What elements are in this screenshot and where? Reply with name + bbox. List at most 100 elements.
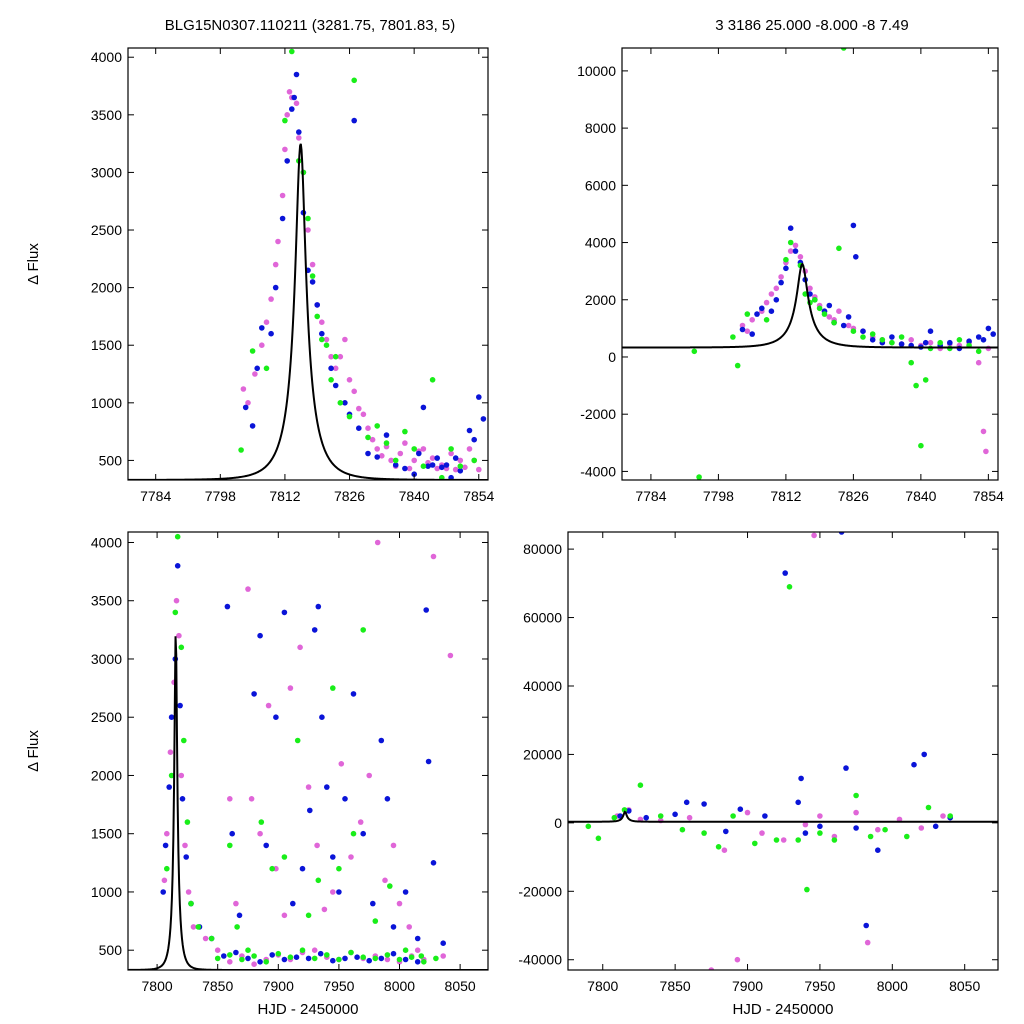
data-point	[208, 935, 215, 942]
data-point	[251, 691, 257, 697]
data-point	[730, 813, 736, 819]
x-tick-label: 7800	[587, 978, 618, 994]
data-point	[258, 819, 265, 825]
model-curve	[128, 143, 488, 480]
plot-area	[568, 532, 998, 970]
data-point	[918, 442, 924, 449]
x-tick-label: 7900	[263, 978, 294, 994]
data-point	[773, 297, 780, 303]
y-tick-label: 3500	[91, 107, 122, 123]
data-point	[384, 952, 391, 958]
data-point	[263, 842, 270, 849]
data-point	[462, 464, 468, 471]
data-point	[164, 830, 170, 837]
x-tick-label: 7850	[202, 978, 233, 994]
data-point	[922, 339, 929, 346]
data-point	[440, 953, 447, 959]
data-point	[439, 474, 445, 480]
data-point	[783, 265, 789, 272]
x-tick-label: 8050	[949, 978, 980, 994]
data-point	[314, 313, 321, 320]
data-point	[778, 279, 784, 286]
data-point	[448, 450, 454, 457]
y-tick-label: 3000	[91, 164, 122, 180]
data-point	[323, 336, 330, 343]
data-point	[425, 758, 432, 765]
data-point	[683, 799, 690, 806]
data-point	[234, 924, 240, 930]
data-point	[708, 967, 715, 970]
data-point	[185, 889, 192, 895]
x-tick-label: 7784	[635, 488, 666, 504]
x-tick-label: 7854	[973, 488, 1004, 504]
data-point	[411, 446, 418, 452]
data-point	[202, 935, 209, 942]
data-point	[864, 939, 871, 946]
x-tick-label: 7826	[334, 488, 365, 504]
data-point	[621, 807, 628, 813]
data-point	[378, 737, 385, 744]
data-point	[637, 782, 644, 788]
data-point	[178, 644, 185, 651]
data-point	[836, 308, 842, 315]
data-point	[744, 311, 751, 317]
data-point	[184, 819, 191, 825]
panel-top-left: 7784 7798 7812 7826 7840 7854 500 1000 1500 2000 2…	[25, 47, 495, 504]
y-tick-label: 2500	[91, 222, 122, 238]
data-point	[448, 474, 454, 480]
data-point	[236, 912, 243, 919]
data-point	[319, 336, 325, 343]
data-point	[850, 222, 857, 229]
model-curve	[128, 636, 488, 970]
data-point	[457, 468, 464, 474]
data-point	[691, 348, 698, 355]
data-point	[360, 954, 367, 960]
data-point	[739, 326, 746, 333]
data-point	[164, 865, 170, 872]
data-point	[221, 953, 227, 959]
data-point	[360, 411, 367, 418]
data-point	[821, 311, 828, 317]
data-point	[889, 334, 895, 340]
data-point	[360, 627, 367, 633]
data-point	[281, 854, 288, 860]
data-point	[249, 423, 256, 429]
data-point	[177, 702, 183, 709]
data-point	[420, 463, 427, 470]
x-tick-label: 7812	[770, 488, 801, 504]
y-tick-label: 1500	[91, 826, 122, 842]
data-point	[817, 813, 823, 819]
data-point	[388, 457, 394, 464]
data-point	[168, 714, 175, 720]
data-point	[251, 953, 257, 959]
series-2	[617, 532, 953, 929]
data-point	[240, 386, 247, 392]
data-point	[457, 463, 464, 470]
data-point	[390, 842, 397, 849]
data-point	[238, 447, 244, 453]
data-point	[392, 457, 399, 464]
data-point	[433, 955, 439, 962]
data-point	[434, 465, 441, 472]
data-point	[263, 365, 270, 372]
data-point	[480, 416, 487, 422]
y-tick-label: 8000	[585, 120, 616, 136]
data-point	[975, 348, 982, 355]
header-fit-parameters: 3 3186 25.000 -8.000 -8 7.49	[715, 17, 909, 34]
data-point	[908, 337, 914, 343]
data-point	[351, 77, 358, 84]
data-point	[383, 440, 390, 446]
data-point	[980, 337, 987, 343]
data-point	[281, 912, 288, 919]
data-point	[287, 954, 294, 960]
data-point	[940, 813, 946, 819]
data-point	[384, 956, 391, 963]
data-point	[365, 450, 371, 457]
y-tick-label: 20000	[523, 746, 562, 762]
data-point	[337, 353, 344, 360]
data-point	[174, 563, 181, 569]
data-point	[305, 227, 311, 233]
data-point	[257, 632, 263, 639]
data-point	[754, 311, 760, 317]
